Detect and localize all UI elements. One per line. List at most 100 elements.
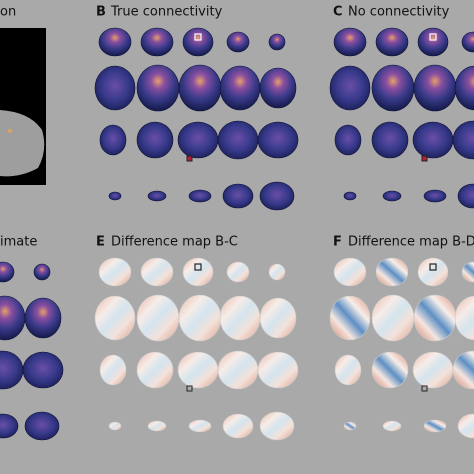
brain-slice xyxy=(268,33,286,51)
brain-slice xyxy=(94,295,136,341)
brain-slice xyxy=(334,124,362,156)
brain-slice xyxy=(188,189,212,203)
brain-slice xyxy=(454,65,474,111)
brain-slice xyxy=(219,65,261,111)
brain-slice xyxy=(412,351,454,389)
brain-slice xyxy=(257,351,299,389)
roi-marker xyxy=(421,155,428,162)
roi-marker xyxy=(429,263,437,271)
brain-slice xyxy=(461,261,474,283)
brain-slice xyxy=(33,263,51,281)
brain-slice xyxy=(413,64,457,112)
brain-slice xyxy=(140,257,174,287)
panel-letter: C xyxy=(333,5,343,20)
roi-marker xyxy=(186,155,193,162)
brain-slice xyxy=(108,191,122,201)
panel-title: No connectivity xyxy=(348,5,450,20)
brain-slice xyxy=(136,294,180,342)
panel-a-shape xyxy=(0,110,45,177)
brain-slice xyxy=(423,189,447,203)
brain-slice xyxy=(136,64,180,112)
brain-slice xyxy=(188,419,212,433)
brain-slice xyxy=(371,294,415,342)
brain-slice xyxy=(222,413,254,439)
roi-marker xyxy=(194,33,202,41)
brain-slice xyxy=(423,419,447,433)
brain-slice xyxy=(457,413,474,439)
brain-slice xyxy=(329,65,371,111)
brain-slice xyxy=(217,120,259,160)
brain-slice xyxy=(136,121,174,159)
brain-slice xyxy=(259,67,297,109)
panel-title: on xyxy=(0,5,16,20)
brain-slice xyxy=(140,27,174,57)
brain-slice xyxy=(333,27,367,57)
brain-slice xyxy=(0,295,26,341)
brain-slice xyxy=(268,263,286,281)
brain-slice xyxy=(259,181,295,211)
brain-slice xyxy=(259,297,297,339)
brain-slice xyxy=(182,257,214,287)
brain-slice xyxy=(382,190,402,202)
brain-slice xyxy=(457,183,474,209)
panel-title: Difference map B-C xyxy=(111,235,238,250)
roi-marker xyxy=(429,33,437,41)
panel-title: True connectivity xyxy=(110,5,223,20)
brain-slice xyxy=(94,65,136,111)
brain-slice xyxy=(452,120,474,160)
brain-maps xyxy=(0,27,474,441)
brain-slice xyxy=(371,121,409,159)
brain-slice xyxy=(226,31,250,53)
brain-slice xyxy=(461,31,474,53)
brain-slice xyxy=(454,295,474,341)
brain-slice xyxy=(178,294,222,342)
brain-slice xyxy=(99,354,127,386)
brain-slice xyxy=(0,350,24,390)
brain-slice xyxy=(98,27,132,57)
brain-slice xyxy=(259,411,295,441)
brain-slice xyxy=(329,295,371,341)
brain-slice xyxy=(333,257,367,287)
brain-slice xyxy=(343,421,357,431)
brain-slice xyxy=(371,351,409,389)
brain-slice xyxy=(0,261,15,283)
brain-slice xyxy=(412,121,454,159)
panel-title: Difference map B-D xyxy=(348,235,474,250)
brain-slice xyxy=(375,257,409,287)
brain-slice xyxy=(334,354,362,386)
brain-slice xyxy=(108,421,122,431)
brain-slice xyxy=(98,257,132,287)
brain-slice xyxy=(226,261,250,283)
brain-slice xyxy=(177,121,219,159)
brain-slice xyxy=(222,183,254,209)
brain-slice xyxy=(452,350,474,390)
brain-slice xyxy=(147,190,167,202)
panel-letter: F xyxy=(333,235,342,250)
brain-slice xyxy=(219,295,261,341)
brain-slice xyxy=(24,297,62,339)
panel-letter: B xyxy=(96,5,106,20)
brain-slice xyxy=(413,294,457,342)
brain-slice xyxy=(417,27,449,57)
brain-slice xyxy=(178,64,222,112)
panel-title: imate xyxy=(0,235,37,250)
brain-slice xyxy=(371,64,415,112)
brain-slice xyxy=(375,27,409,57)
brain-slice xyxy=(217,350,259,390)
roi-marker xyxy=(194,263,202,271)
panel-letter: E xyxy=(96,235,105,250)
brain-slice xyxy=(99,124,127,156)
brain-slice xyxy=(177,351,219,389)
brain-slice xyxy=(136,351,174,389)
brain-slice xyxy=(182,27,214,57)
roi-marker xyxy=(186,385,193,392)
brain-slice xyxy=(343,191,357,201)
brain-slice xyxy=(382,420,402,432)
panel-a-marker xyxy=(8,129,12,133)
roi-marker xyxy=(421,385,428,392)
brain-slice xyxy=(24,411,60,441)
brain-slice xyxy=(417,257,449,287)
brain-slice xyxy=(0,413,19,439)
brain-slice xyxy=(257,121,299,159)
